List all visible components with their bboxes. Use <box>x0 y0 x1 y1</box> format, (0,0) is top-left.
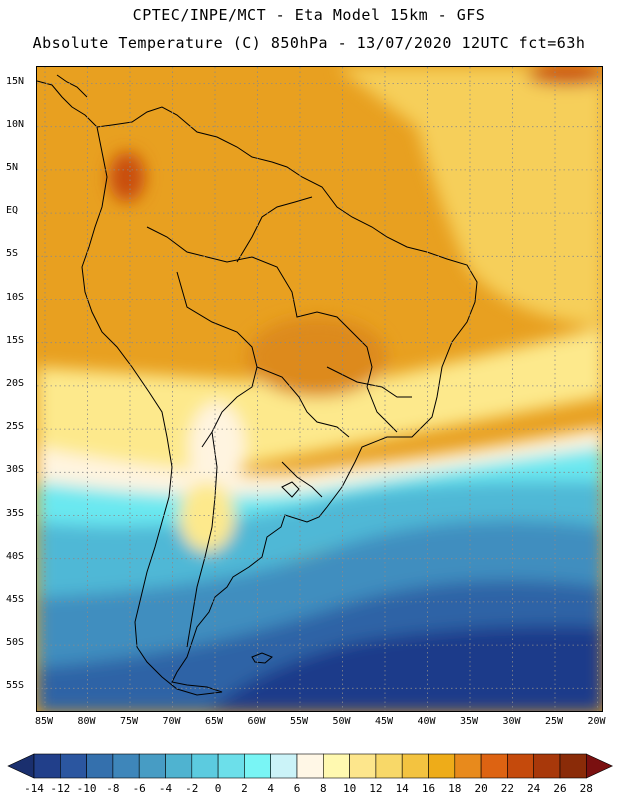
lat-label: 5N <box>6 161 19 173</box>
colorbar-tick-label: -12 <box>50 782 71 795</box>
colorbar-tick-label: 8 <box>319 782 327 795</box>
temperature-map <box>36 66 603 712</box>
field-hot-spot <box>527 67 602 85</box>
colorbar-tick-label: 4 <box>267 782 274 795</box>
central-america-coastline <box>37 74 98 128</box>
uruguay-lagoon <box>281 481 300 498</box>
colorbar-tick-label: -10 <box>76 782 97 795</box>
colorbar-bin <box>33 753 61 779</box>
field-band-cyan <box>37 447 602 537</box>
lon-label: 45W <box>374 716 394 727</box>
lon-label: 40W <box>417 716 436 727</box>
colorbar-bin <box>270 753 298 779</box>
colorbar-tick-label: -8 <box>106 782 120 795</box>
lon-label: 70W <box>162 716 181 727</box>
lat-label: 25S <box>6 421 25 433</box>
field-band-ocean-deep <box>209 626 602 711</box>
colorbar-tick-label: 2 <box>241 782 248 795</box>
colorbar-bin <box>138 753 166 779</box>
lon-label: 25W <box>544 716 564 727</box>
colorbar-tick-label: 28 <box>579 782 593 795</box>
lon-label: 50W <box>332 716 351 727</box>
colorbar-tick-label: 10 <box>342 782 357 795</box>
lon-label: 85W <box>34 716 54 727</box>
colorbar-tick-label: 16 <box>421 782 436 795</box>
lat-label: 50S <box>6 637 25 649</box>
colorbar-bin <box>296 753 324 779</box>
field-band-yellow-light <box>37 327 602 497</box>
colorbar-tick-label: 20 <box>474 782 488 795</box>
lat-label: 15S <box>6 334 25 346</box>
colorbar-tick-label: 18 <box>448 782 462 795</box>
colorbar <box>7 753 614 779</box>
colorbar-bin <box>349 753 377 779</box>
lat-label: 5S <box>6 248 19 260</box>
field-band-atlantic-north <box>337 67 602 327</box>
lat-label: 20S <box>6 377 25 389</box>
colorbar-bin <box>112 753 140 779</box>
lat-label: 10S <box>6 291 25 303</box>
falkland-islands <box>251 652 273 664</box>
lon-label: 60W <box>247 716 266 727</box>
colorbar-bin <box>217 753 245 779</box>
field-colombia-warm <box>109 152 145 202</box>
field-andes-pale <box>189 402 245 492</box>
colorbar-tick-label: 24 <box>527 782 541 795</box>
colorbar-min-arrow <box>7 753 35 779</box>
colorbar-bin <box>191 753 219 779</box>
lon-label: 65W <box>204 716 224 727</box>
colorbar-bin <box>507 753 534 779</box>
colorbar-bin <box>454 753 482 779</box>
lat-label: 10N <box>6 118 25 130</box>
coastlines <box>37 74 478 696</box>
field-brazil-warm <box>247 317 387 397</box>
lat-label: 40S <box>6 550 25 562</box>
lat-label: 55S <box>6 680 25 692</box>
title-line-1: CPTEC/INPE/MCT - Eta Model 15km - GFS <box>132 6 486 24</box>
colorbar-tick-label: -14 <box>24 782 44 795</box>
colorbar-bin <box>322 753 350 779</box>
colorbar-bin <box>86 753 114 779</box>
colorbar-max-arrow <box>585 753 614 779</box>
lat-label: 35S <box>6 507 25 519</box>
colorbar-tick-label: -4 <box>158 782 173 795</box>
colorbar-tick-label: -6 <box>132 782 146 795</box>
colorbar-bin <box>165 753 193 779</box>
colorbar-tick-label: 6 <box>293 782 301 795</box>
colorbar-bin <box>401 753 429 779</box>
lon-label: 80W <box>77 716 96 727</box>
colorbar-tick-label: 22 <box>500 782 515 795</box>
lat-label: 15N <box>6 75 25 87</box>
map-gridlines <box>37 67 602 711</box>
lon-label: 30W <box>502 716 521 727</box>
lat-label: 45S <box>6 593 25 605</box>
colorbar-tick-label: 14 <box>395 782 409 795</box>
country-borders <box>146 196 412 648</box>
lon-label: 20W <box>587 716 606 727</box>
colorbar-tick-label: 0 <box>214 782 222 795</box>
colorbar-bin <box>428 753 456 779</box>
lon-label: 55W <box>289 716 309 727</box>
colorbar-bin <box>375 753 403 779</box>
colorbar-bin <box>59 753 87 779</box>
colorbar-bin <box>533 753 561 779</box>
colorbar-tick-label: -2 <box>185 782 199 795</box>
colorbar-bin <box>480 753 508 779</box>
lon-label: 35W <box>459 716 479 727</box>
lon-label: 75W <box>119 716 139 727</box>
colorbar-tick-label: 26 <box>553 782 567 795</box>
lat-label: 30S <box>6 464 25 476</box>
colorbar-bin <box>559 753 587 779</box>
field-patagonia-pale <box>179 482 235 552</box>
lat-label: EQ <box>6 205 19 217</box>
south-america-coastline <box>81 106 478 696</box>
colorbar-bin <box>244 753 271 779</box>
colorbar-tick-label: 12 <box>369 782 383 795</box>
title-line-2: Absolute Temperature (C) 850hPa - 13/07/… <box>32 34 586 52</box>
map-canvas <box>37 67 602 711</box>
